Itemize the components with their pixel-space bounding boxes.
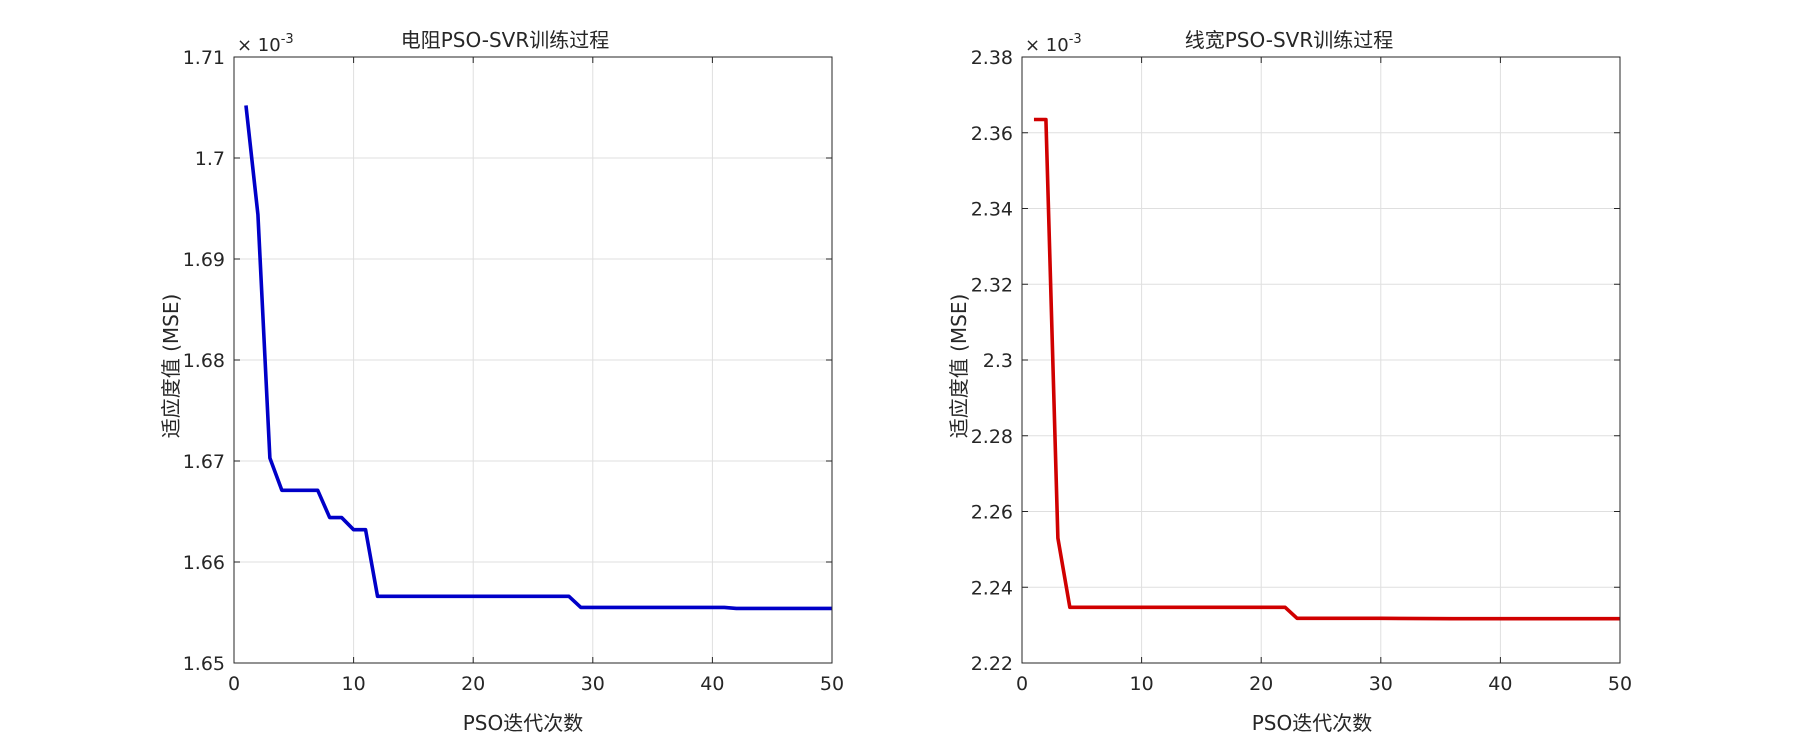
x-tick-label: 50	[1608, 673, 1632, 695]
x-tick-label: 0	[228, 673, 240, 695]
x-tick-label: 30	[1369, 673, 1393, 695]
y-tick-label: 2.38	[971, 47, 1013, 69]
x-axis-label: PSO迭代次数	[1252, 711, 1373, 735]
chart-linewidth: 线宽PSO-SVR训练过程 × 10-3 PSO迭代次数 适应度值 (MSE) …	[947, 28, 1632, 735]
x-tick-label: 20	[1249, 673, 1273, 695]
y-tick-label: 1.7	[195, 148, 225, 170]
y-tick-label: 1.66	[183, 552, 225, 574]
x-tick-label: 30	[581, 673, 605, 695]
y-tick-label: 2.26	[971, 502, 1013, 524]
series-line	[1033, 117, 1620, 621]
series-line	[244, 105, 832, 611]
y-tick-label: 2.24	[971, 577, 1013, 599]
y-tick-label: 1.65	[183, 653, 225, 675]
x-tick-label: 10	[1130, 673, 1154, 695]
y-exponent-label: × 10-3	[237, 32, 294, 56]
y-exponent-label: × 10-3	[1025, 32, 1082, 56]
x-tick-label: 10	[342, 673, 366, 695]
chart-resistance: 电阻PSO-SVR训练过程 × 10-3 PSO迭代次数 适应度值 (MSE) …	[159, 28, 844, 735]
y-tick-label: 2.32	[971, 274, 1013, 296]
y-exponent-power: -3	[1069, 32, 1082, 47]
y-axis-label: 适应度值 (MSE)	[159, 294, 183, 439]
y-tick-label: 2.36	[971, 123, 1013, 145]
x-tick-label: 40	[1488, 673, 1512, 695]
y-exponent-base: × 10	[1025, 35, 1069, 56]
x-axis-label: PSO迭代次数	[463, 711, 584, 735]
x-tick-label: 50	[820, 673, 844, 695]
x-tick-label: 40	[700, 673, 724, 695]
y-tick-label: 2.28	[971, 426, 1013, 448]
y-axis-label: 适应度值 (MSE)	[947, 294, 971, 439]
ticks: 0 10 20 30 40 50 2.22 2.24 2.26 2.28 2.3 2.32 2.34 2.…	[971, 47, 1632, 695]
axes-box	[1021, 56, 1621, 664]
y-tick-label: 2.22	[971, 653, 1013, 675]
chart-title: 电阻PSO-SVR训练过程	[401, 28, 610, 52]
y-tick-label: 2.34	[971, 199, 1013, 221]
y-tick-label: 1.69	[183, 249, 225, 271]
y-exponent-power: -3	[281, 32, 294, 47]
x-tick-label: 0	[1016, 673, 1028, 695]
x-tick-label: 20	[461, 673, 485, 695]
axes-box	[233, 56, 833, 664]
chart-title: 线宽PSO-SVR训练过程	[1185, 28, 1394, 52]
y-tick-label: 1.67	[183, 451, 225, 473]
y-tick-label: 1.68	[183, 350, 225, 372]
y-tick-label: 1.71	[183, 47, 225, 69]
y-exponent-base: × 10	[237, 35, 281, 56]
y-tick-label: 2.3	[983, 350, 1013, 372]
